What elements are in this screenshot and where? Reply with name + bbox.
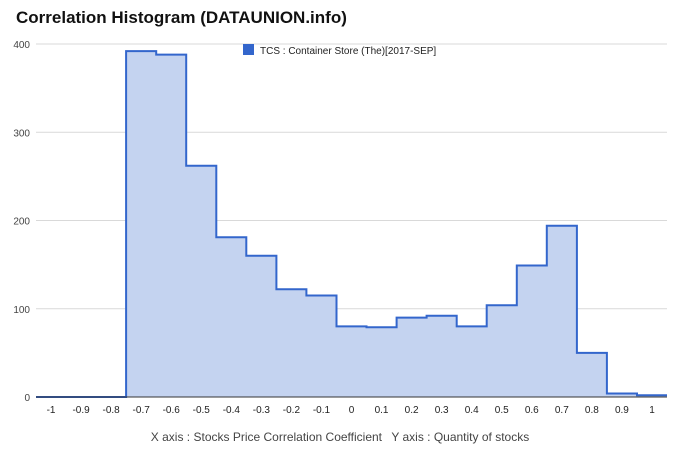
x-tick-label: -0.7 xyxy=(133,405,151,416)
x-tick-label: 0.3 xyxy=(435,405,449,416)
histogram-bin xyxy=(547,226,577,397)
histogram-bin xyxy=(336,326,366,397)
histogram-bin xyxy=(577,353,607,397)
histogram-area xyxy=(36,51,667,397)
x-tick-label: -0.4 xyxy=(223,405,241,416)
x-tick-label: 0.8 xyxy=(585,405,599,416)
histogram-bin xyxy=(487,305,517,397)
histogram-bin xyxy=(126,51,156,397)
x-tick-label: 1 xyxy=(649,405,655,416)
histogram-bin xyxy=(427,316,457,397)
histogram-bin xyxy=(397,318,427,397)
x-tick-label: -0.1 xyxy=(313,405,331,416)
x-tick-label: -0.6 xyxy=(163,405,181,416)
y-tick-label: 200 xyxy=(13,217,30,228)
x-tick-label: 0.9 xyxy=(615,405,629,416)
y-tick-label: 100 xyxy=(13,305,30,316)
histogram-bin xyxy=(156,55,186,397)
histogram-bin xyxy=(517,266,547,397)
x-tick-label: -0.5 xyxy=(193,405,211,416)
x-tick-label: 0.4 xyxy=(465,405,479,416)
histogram-bin xyxy=(276,289,306,397)
histogram-bin xyxy=(186,166,216,397)
histogram-bin xyxy=(246,256,276,397)
histogram-bin xyxy=(216,237,246,397)
x-tick-label: 0.1 xyxy=(375,405,389,416)
legend-label: TCS : Container Store (The)[2017-SEP] xyxy=(260,46,436,57)
x-tick-label: 0.5 xyxy=(495,405,509,416)
histogram-bin xyxy=(457,326,487,397)
axis-caption: X axis : Stocks Price Correlation Coeffi… xyxy=(0,430,680,444)
histogram-line xyxy=(36,50,667,398)
x-tick-label: 0.2 xyxy=(405,405,419,416)
histogram-bin xyxy=(607,393,637,397)
x-axis-label: X axis : Stocks Price Correlation Coeffi… xyxy=(150,430,383,444)
legend-swatch xyxy=(243,44,254,55)
x-tick-label: -0.3 xyxy=(253,405,271,416)
x-tick-label: 0 xyxy=(349,405,355,416)
y-axis-label: Y axis : Quantity of stocks xyxy=(391,430,530,444)
x-tick-label: -0.8 xyxy=(103,405,121,416)
histogram-bin xyxy=(367,327,397,397)
x-tick-label: 0.6 xyxy=(525,405,539,416)
x-tick-label: 0.7 xyxy=(555,405,569,416)
x-tick-label: -0.9 xyxy=(72,405,90,416)
histogram-bin xyxy=(306,296,336,397)
y-tick-label: 300 xyxy=(13,128,30,139)
y-tick-label: 400 xyxy=(13,40,30,51)
y-tick-label: 0 xyxy=(24,393,30,404)
x-tick-label: -1 xyxy=(47,405,56,416)
chart-title: Correlation Histogram (DATAUNION.info) xyxy=(16,8,347,27)
x-tick-label: -0.2 xyxy=(283,405,301,416)
